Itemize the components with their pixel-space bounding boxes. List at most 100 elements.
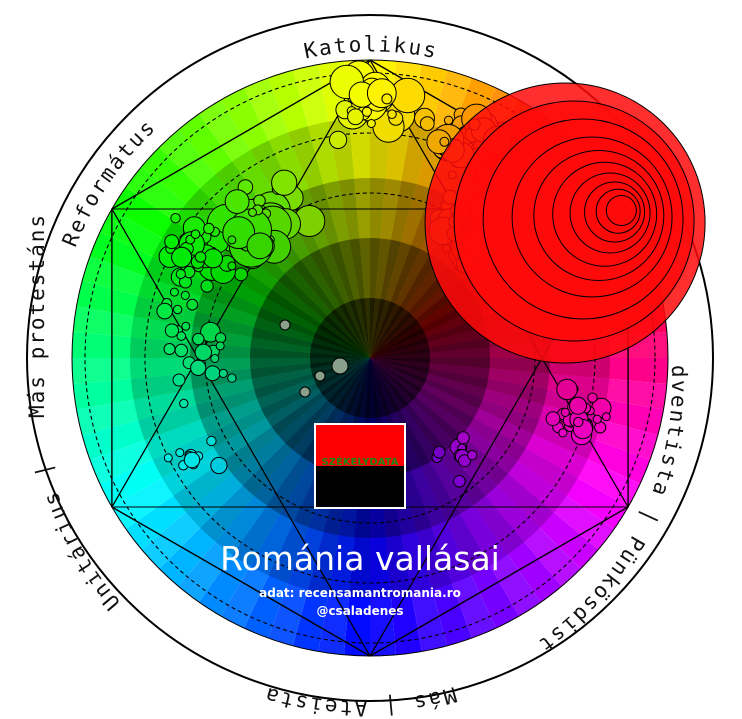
wheel-segment [370, 308, 409, 358]
wheel-segment [364, 297, 370, 358]
author: @csaladenes [316, 604, 403, 618]
wheel-segment [312, 337, 370, 358]
wheel-segment [370, 315, 416, 358]
wheel-segment [349, 300, 370, 358]
wheel-segment [335, 306, 370, 358]
bubble [174, 343, 189, 358]
wheel-segment [370, 358, 386, 418]
wheel-segment [318, 323, 370, 358]
bubble [347, 108, 364, 126]
bubble [171, 246, 193, 268]
bubble [592, 414, 602, 424]
logo: SZÉKELYDATA [314, 423, 406, 509]
bubble [176, 331, 187, 341]
bubble [164, 234, 180, 250]
wheel-segment [370, 358, 430, 369]
bubble [224, 189, 250, 215]
bubble [279, 319, 291, 331]
bubble [271, 169, 298, 196]
bubble [458, 454, 472, 468]
wheel-segment [370, 358, 431, 364]
wheel-segment [370, 332, 427, 358]
bubble [200, 279, 214, 293]
bubble [560, 407, 570, 417]
wheel-segment [370, 342, 430, 358]
wheel-segment [370, 323, 422, 358]
bubble [179, 398, 189, 409]
wheel-segment [370, 306, 405, 358]
wheel-segment [344, 301, 370, 358]
bubble [329, 130, 348, 149]
wheel-segment [370, 358, 422, 393]
wheel-segment [370, 358, 416, 401]
bubble [234, 267, 248, 282]
wheel-segment [324, 358, 370, 401]
bubble [314, 370, 326, 382]
wheel-segment [331, 308, 370, 358]
bubble [203, 222, 215, 235]
bubble [204, 365, 221, 382]
bubble [248, 207, 257, 217]
bubble [163, 453, 173, 463]
wheel-segment [324, 315, 370, 358]
hexagon-diagonal [111, 59, 371, 508]
bubble [569, 396, 587, 415]
wheel-segment [370, 358, 405, 410]
bubble [387, 109, 397, 119]
logo-top [315, 424, 405, 466]
dashed-ring [84, 72, 656, 644]
wheel-segment [370, 358, 391, 416]
bubble [545, 411, 561, 427]
bubble [190, 359, 207, 376]
bubble [587, 392, 598, 403]
bubble [432, 445, 446, 459]
bubble [170, 213, 181, 224]
bubble [169, 287, 179, 297]
wheel-segment [310, 342, 370, 358]
wheel-segment [354, 298, 370, 358]
wheel-segment [364, 358, 370, 419]
wheel-segment [327, 358, 370, 404]
bubble [186, 298, 199, 311]
wheel-segment [370, 358, 396, 415]
bubble [192, 332, 205, 346]
wheel-segment [327, 312, 370, 358]
bubble [190, 229, 201, 239]
bubble [299, 386, 311, 398]
bubble [227, 261, 237, 271]
wheel-segment [315, 328, 370, 358]
bubble [439, 136, 450, 147]
wheel-segment [370, 358, 413, 404]
logo-bottom [315, 466, 405, 508]
wheel-segment [370, 303, 400, 358]
wheel-segment [349, 358, 370, 416]
bubble [573, 416, 584, 428]
bubble [456, 431, 470, 445]
bubble [227, 373, 237, 383]
wheel-segment [331, 358, 370, 408]
wheel-segment [359, 358, 370, 418]
bubble [164, 323, 179, 338]
bubble [156, 302, 173, 320]
wheel-segment [370, 297, 376, 358]
wheel-segment [370, 319, 420, 358]
bubble [218, 368, 228, 378]
wheel-segment [370, 358, 428, 379]
wheel-segment [370, 298, 386, 358]
wheel-segment [309, 352, 370, 358]
wheel-segment [359, 298, 370, 358]
bubble [331, 357, 349, 375]
wheel-segment [344, 358, 370, 415]
wheel-segment [370, 358, 381, 418]
bubble [175, 448, 185, 458]
wheel-segment [370, 358, 420, 397]
hexagon-diagonal [111, 208, 371, 657]
bubble [181, 321, 191, 331]
bubble [467, 450, 478, 461]
wheel-segment [370, 358, 427, 384]
ring-label-left-mid: Más protestáns [25, 213, 49, 418]
chart-title: Románia vallásai [220, 539, 500, 578]
wheel-segment [320, 358, 370, 397]
wheel-segment [370, 352, 431, 358]
